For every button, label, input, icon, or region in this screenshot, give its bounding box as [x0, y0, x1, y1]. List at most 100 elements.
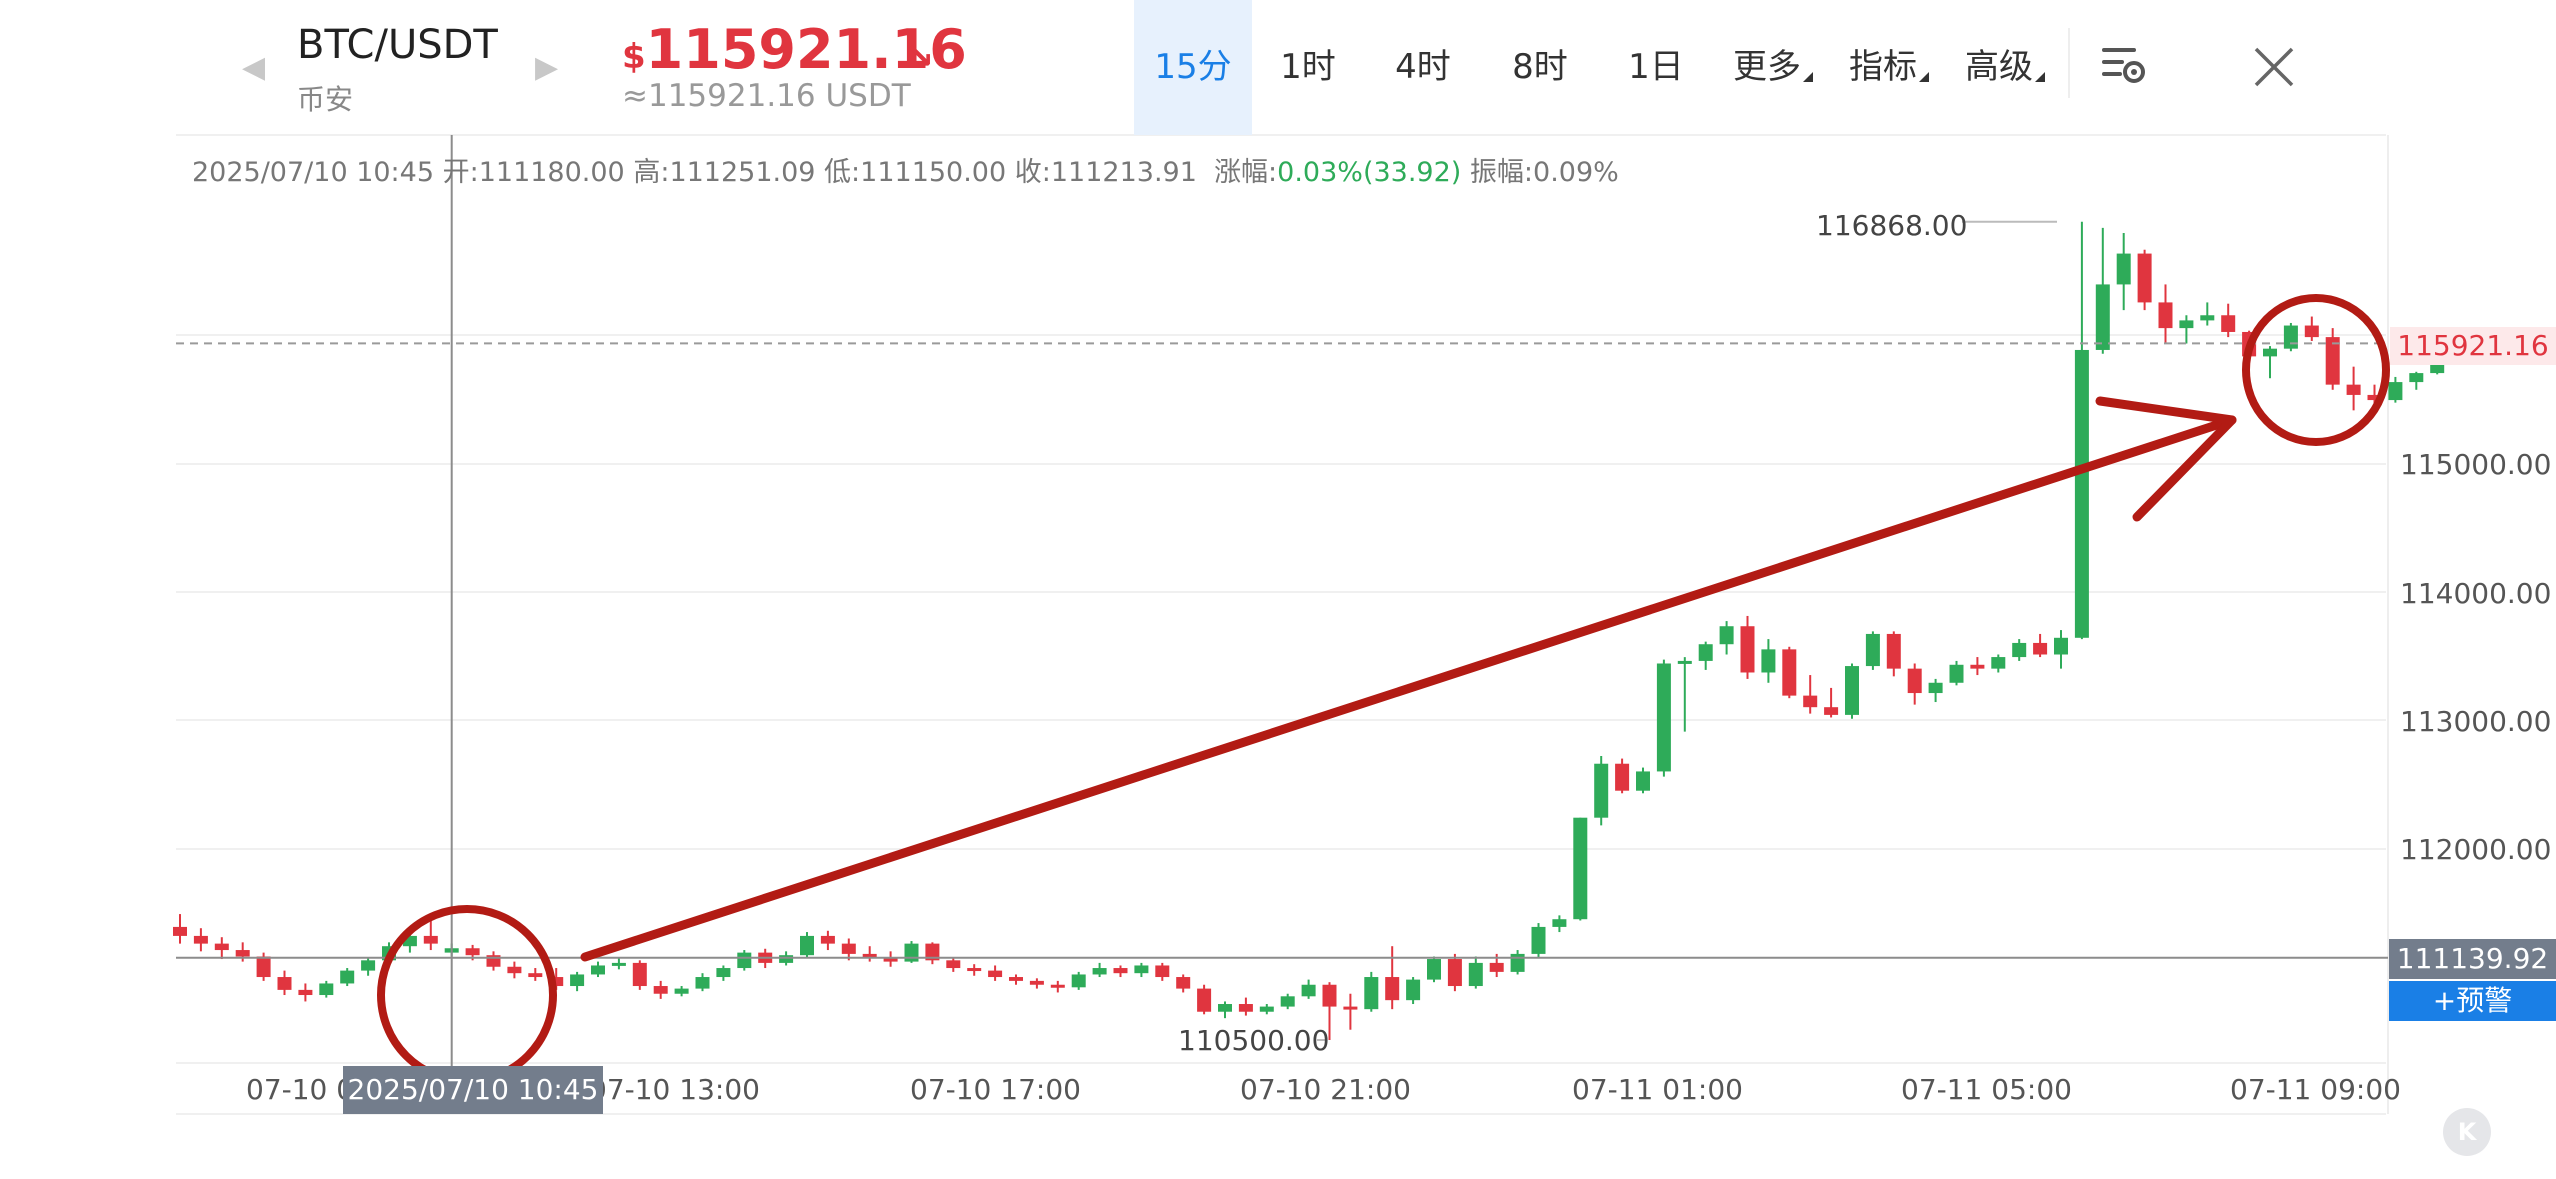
candle-body	[1343, 1006, 1358, 1010]
candle-body	[862, 953, 877, 958]
candle-body	[319, 983, 334, 996]
candle-body	[904, 943, 919, 962]
candle-body	[1489, 962, 1504, 972]
tab-more[interactable]: 更多	[1722, 0, 1824, 135]
candle-body	[528, 973, 543, 978]
low-annotation: 110500.00	[1178, 1024, 1330, 1057]
candle-body	[1677, 660, 1692, 664]
header: ◀ BTC/USDT 币安 ▶ $115921.16 ↘ ≈115921.16 …	[0, 0, 2556, 135]
candle-body	[1092, 968, 1107, 975]
info-change: 0.03%(33.92)	[1277, 157, 1462, 188]
dropdown-caret-icon	[1919, 72, 1929, 82]
candle-body	[340, 970, 355, 984]
candle-body	[883, 957, 898, 962]
candle-body	[1991, 657, 2006, 669]
candle-body	[1928, 682, 1943, 694]
dropdown-caret-icon	[1803, 72, 1813, 82]
candle-body	[1427, 959, 1441, 980]
tab-advanced[interactable]: 高级	[1954, 0, 2056, 135]
candle-body	[549, 977, 564, 987]
tab-1h[interactable]: 1时	[1260, 0, 1356, 135]
crosshair-time-tag: 2025/07/10 10:45	[343, 1066, 603, 1114]
candle-body	[2304, 325, 2319, 338]
candle-body	[611, 962, 626, 966]
candle-body	[1615, 763, 1630, 791]
y-tick-label: 114000.00	[2400, 577, 2552, 610]
candle-body	[1970, 664, 1985, 669]
tab-1d[interactable]: 1日	[1608, 0, 1704, 135]
candle-body	[570, 974, 585, 987]
prev-pair-icon[interactable]: ◀	[242, 50, 266, 85]
candle-body	[1406, 979, 1421, 1001]
candle-body	[2388, 382, 2403, 401]
candle-body	[1845, 666, 1859, 715]
arrow-down-right-icon: ↘	[904, 36, 935, 77]
price-currency: $	[622, 37, 646, 77]
chart-settings-icon[interactable]	[2100, 44, 2146, 86]
pair-title[interactable]: BTC/USDT	[297, 22, 498, 68]
candle-body	[674, 988, 689, 994]
info-open-label: 开:	[442, 157, 479, 188]
x-tick-label: 07-10 13:00	[589, 1073, 760, 1106]
candle-body	[695, 977, 710, 989]
candle-body	[2054, 637, 2068, 655]
candle-body	[1176, 977, 1191, 989]
collapse-k-button[interactable]: K	[2443, 1108, 2491, 1156]
price-usdt: ≈115921.16 USDT	[622, 78, 911, 114]
info-amplitude: 0.09%	[1533, 157, 1619, 188]
info-high-label: 高:	[633, 157, 670, 188]
candle-body	[1364, 977, 1379, 1010]
tab-label: 1时	[1280, 47, 1336, 87]
candle-body	[800, 935, 814, 956]
candle-body	[2200, 315, 2215, 321]
candle-body	[1218, 1004, 1232, 1012]
candle-body	[1719, 626, 1734, 645]
tab-4h[interactable]: 4时	[1374, 0, 1472, 135]
candle-body	[779, 955, 794, 963]
candle-body	[214, 943, 229, 951]
candle-body	[2367, 394, 2382, 401]
candle-body	[1886, 633, 1901, 669]
candle-body	[841, 943, 856, 954]
x-tick-label: 07-10 17:00	[910, 1073, 1081, 1106]
overlays	[176, 135, 2390, 1085]
candle-body	[1259, 1006, 1274, 1012]
candle-body	[1385, 977, 1400, 1001]
y-tick-label: 112000.00	[2400, 833, 2552, 866]
candle-body	[1531, 926, 1546, 954]
candle-body	[1636, 771, 1650, 791]
candle-body	[486, 955, 501, 967]
tab-label: 指标	[1849, 47, 1917, 87]
x-tick-label: 07-11 09:00	[2230, 1073, 2401, 1106]
candle-body	[1113, 968, 1128, 974]
candle-body	[1865, 633, 1880, 667]
info-open: 111180.00	[478, 157, 625, 188]
candle-body	[2033, 642, 2048, 655]
tab-indicators[interactable]: 指标	[1838, 0, 1940, 135]
info-low: 111150.00	[860, 157, 1007, 188]
candle-body	[1761, 649, 1776, 673]
candle-body	[298, 989, 313, 996]
annotation-arrow-shaft	[580, 415, 2237, 962]
candle-body	[423, 935, 438, 944]
next-pair-icon[interactable]: ▶	[535, 50, 559, 85]
candle-body	[2179, 320, 2194, 329]
candle-body	[1949, 664, 1964, 683]
current-price-tag: 115921.16	[2390, 327, 2556, 365]
info-change-label: 涨幅:	[1214, 157, 1278, 188]
add-alert-button[interactable]: +预警	[2389, 981, 2556, 1021]
candle-body	[2012, 642, 2027, 658]
candle-body	[2074, 349, 2089, 638]
info-high: 111251.09	[669, 157, 816, 188]
candle-body	[1803, 695, 1818, 708]
close-icon[interactable]	[2253, 46, 2295, 88]
candle-body	[1698, 644, 1713, 661]
tab-8h[interactable]: 8时	[1492, 0, 1588, 135]
tab-15m[interactable]: 15分	[1134, 0, 1252, 135]
price-value: 115921.16	[645, 18, 967, 81]
candle-body	[2095, 284, 2110, 350]
candle-body	[1029, 980, 1044, 985]
candle-body	[1740, 626, 1755, 673]
candle-body	[967, 968, 982, 972]
